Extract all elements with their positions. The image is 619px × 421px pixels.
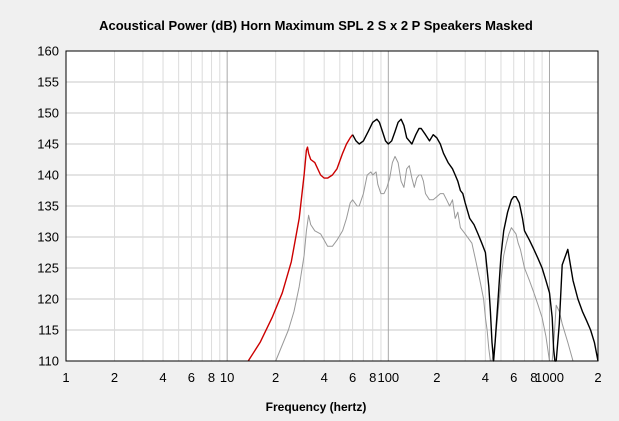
y-tick-label: 110 xyxy=(38,354,59,369)
x-tick-label: 8 xyxy=(530,370,537,385)
series-line-2 xyxy=(351,118,599,362)
y-tick-label: 155 xyxy=(37,75,59,90)
y-tick-label: 115 xyxy=(38,323,59,338)
x-tick-label: 1 xyxy=(62,370,69,385)
x-axis-label: Frequency (hertz) xyxy=(266,400,367,414)
x-tick-label: 2 xyxy=(272,370,279,385)
x-tick-label: 6 xyxy=(510,370,517,385)
x-tick-label: 4 xyxy=(321,370,328,385)
x-tick-label: 100 xyxy=(377,370,399,385)
x-tick-label: 4 xyxy=(482,370,489,385)
y-tick-label: 140 xyxy=(37,168,59,183)
y-tick-label: 130 xyxy=(37,230,59,245)
series-line-1 xyxy=(247,134,354,362)
y-axis-ticks: 110 115 120 125 130 135 140 145 150 155 160 xyxy=(37,44,59,369)
x-tick-label: 1000 xyxy=(535,370,564,385)
x-tick-label: 4 xyxy=(159,370,166,385)
y-tick-label: 160 xyxy=(37,44,59,59)
x-tick-label: 8 xyxy=(208,370,215,385)
x-tick-label: 6 xyxy=(349,370,356,385)
y-tick-label: 125 xyxy=(37,261,59,276)
x-tick-label: 2 xyxy=(594,370,601,385)
y-tick-label: 145 xyxy=(37,137,59,152)
series-line-3 xyxy=(275,155,598,362)
plot-border xyxy=(65,50,599,362)
x-tick-label: 2 xyxy=(433,370,440,385)
x-tick-label: 2 xyxy=(111,370,118,385)
y-tick-label: 120 xyxy=(37,292,59,307)
chart-title: Acoustical Power (dB) Horn Maximum SPL 2… xyxy=(99,18,533,33)
x-tick-label: 8 xyxy=(369,370,376,385)
y-tick-label: 150 xyxy=(37,106,59,121)
x-tick-label: 6 xyxy=(188,370,195,385)
series-layer xyxy=(247,118,599,362)
axis-frame xyxy=(65,50,599,362)
y-tick-label: 135 xyxy=(37,199,59,214)
x-tick-label: 10 xyxy=(220,370,234,385)
